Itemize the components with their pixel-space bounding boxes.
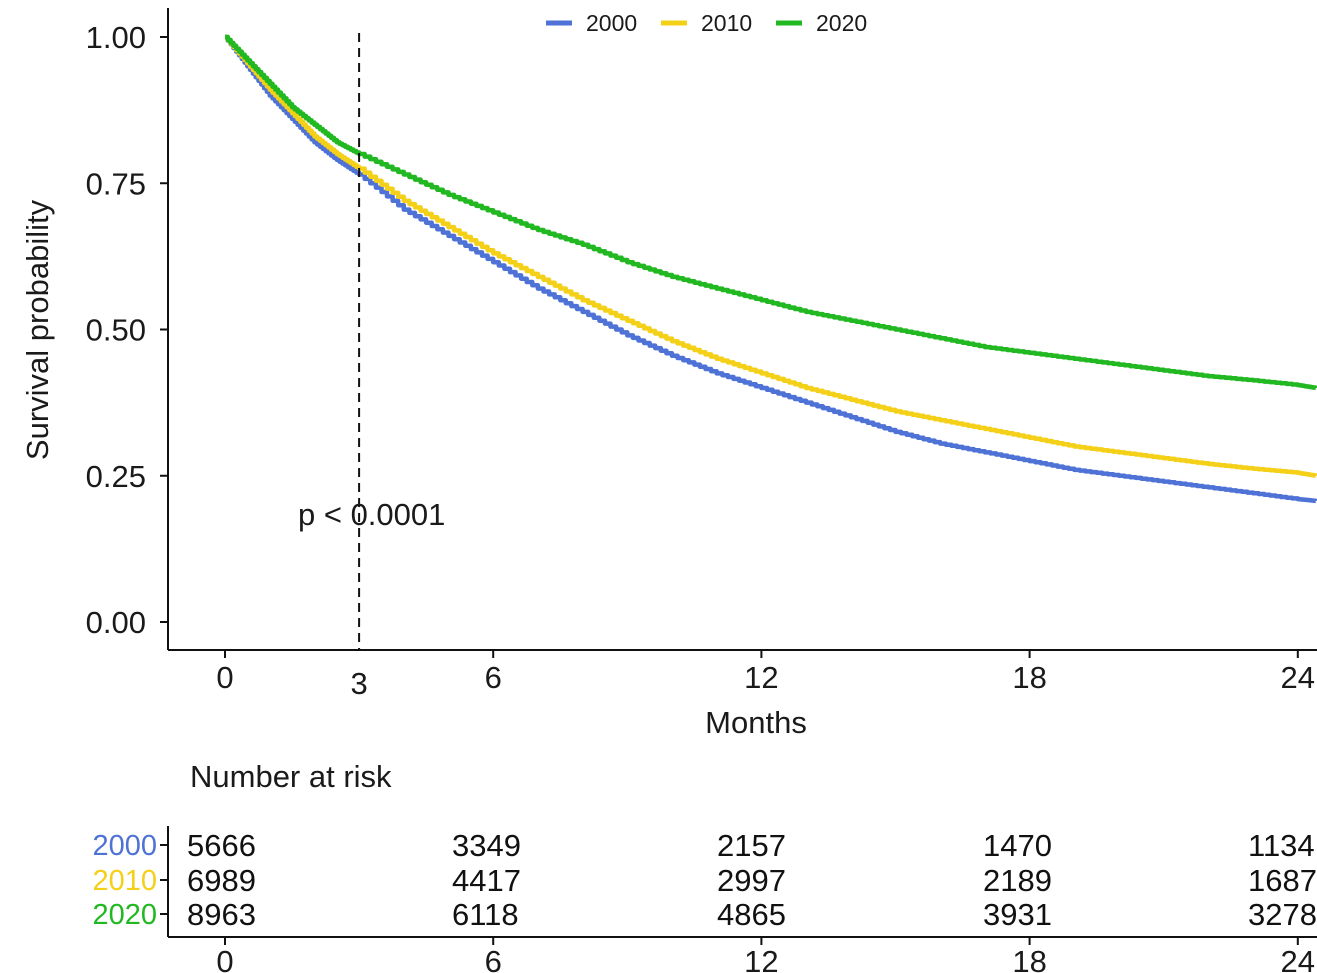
y-axis-ticks: 0.00 0.25 0.50 0.75 1.00	[86, 20, 168, 640]
risk-x-tick-label: 12	[744, 944, 778, 973]
risk-cell: 1134	[1248, 828, 1315, 863]
risk-table: Number at risk 2000 5666 3349 2157 1470 11342…	[92, 759, 1317, 973]
y-tick-label: 0.50	[86, 313, 146, 348]
risk-table-rows: 2000 5666 3349 2157 1470 1134 2010 6989 4417 2997…	[92, 828, 1316, 932]
risk-table-title: Number at risk	[190, 759, 392, 794]
x-tick-label: 12	[744, 660, 778, 695]
risk-row-label-2020: 2020	[92, 899, 157, 931]
risk-row-label-2010: 2010	[92, 865, 157, 897]
y-tick-label: 0.00	[86, 605, 146, 640]
risk-cell: 6118	[452, 897, 519, 932]
risk-x-tick-label: 6	[485, 944, 502, 973]
x-tick-label: 6	[485, 660, 502, 695]
y-tick-label: 1.00	[86, 20, 146, 55]
y-tick-label: 0.75	[86, 166, 146, 201]
survival-curve-2000	[225, 34, 1317, 503]
survival-curves	[225, 34, 1317, 503]
y-axis-title: Survival probability	[20, 199, 55, 460]
legend-label-2010: 2010	[701, 10, 752, 36]
risk-cell: 3278	[1248, 897, 1317, 932]
x-axis-ticks: 0 3 6 12 18 24	[216, 650, 1315, 701]
risk-cell: 1470	[983, 828, 1052, 863]
legend-label-2020: 2020	[816, 10, 867, 36]
risk-cell: 4865	[717, 897, 786, 932]
risk-cell: 2189	[983, 863, 1052, 898]
p-value-annotation: p < 0.0001	[298, 497, 445, 532]
x-tick-label: 18	[1012, 660, 1046, 695]
risk-cell: 6989	[187, 863, 256, 898]
survival-curve-2020	[225, 34, 1317, 390]
legend-label-2000: 2000	[586, 10, 637, 36]
x-tick-label: 0	[216, 660, 233, 695]
risk-cell: 4417	[452, 863, 521, 898]
risk-cell: 3931	[983, 897, 1052, 932]
risk-cell: 2157	[717, 828, 786, 863]
risk-cell: 8963	[187, 897, 256, 932]
axes: 0.00 0.25 0.50 0.75 1.00 0 3 6 12 18 24 Survival …	[20, 8, 1317, 740]
x-tick-label: 24	[1281, 660, 1315, 695]
x-tick-label: 3	[350, 666, 367, 701]
risk-cell: 2997	[717, 863, 786, 898]
risk-cell: 3349	[452, 828, 521, 863]
survival-curve-2010	[225, 34, 1317, 478]
risk-row-label-2000: 2000	[92, 830, 157, 862]
risk-x-tick-label: 18	[1012, 944, 1046, 973]
risk-x-tick-label: 0	[216, 944, 233, 973]
risk-cell: 5666	[187, 828, 256, 863]
risk-x-tick-label: 24	[1281, 944, 1315, 973]
risk-cell: 1687	[1248, 863, 1317, 898]
risk-table-x-ticks: 0 6 12 18 24	[216, 937, 1315, 973]
chart-legend: 2000 2010 2020	[546, 10, 867, 36]
y-tick-label: 0.25	[86, 459, 146, 494]
x-axis-title: Months	[705, 705, 807, 740]
plot-area: p < 0.0001	[225, 33, 1317, 650]
